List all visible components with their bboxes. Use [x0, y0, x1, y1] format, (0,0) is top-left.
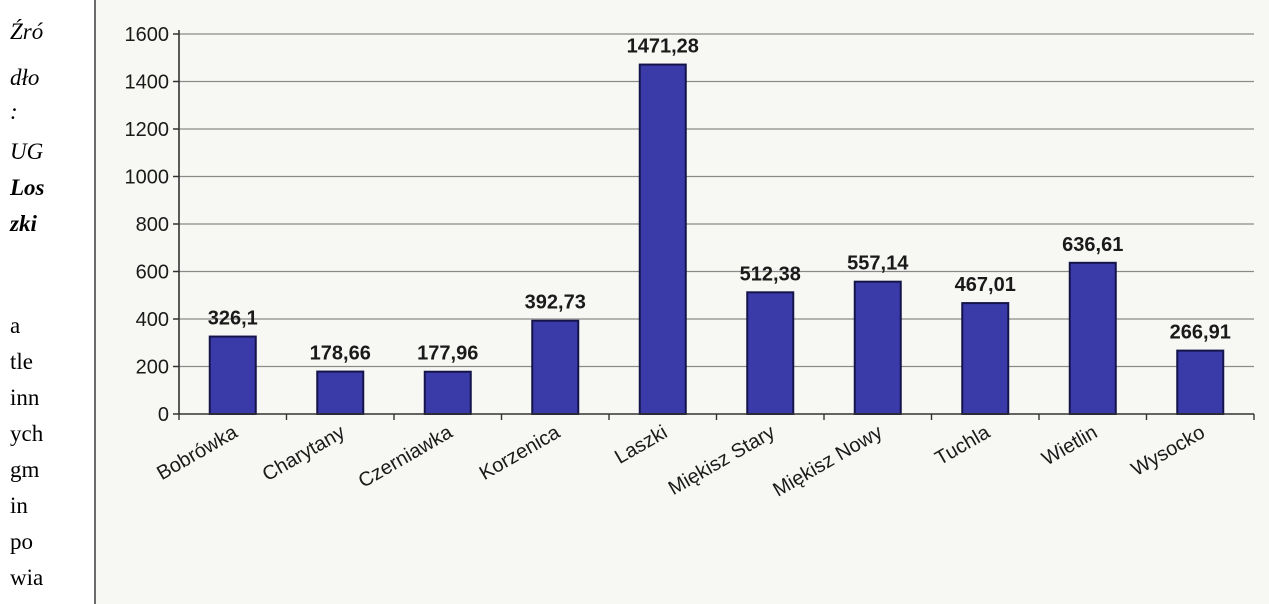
side-text-line: tle [10, 349, 33, 374]
data-label: 512,38 [740, 263, 801, 285]
bar [638, 63, 687, 415]
category-label: Laszki [611, 421, 671, 468]
bar [1068, 261, 1117, 415]
category-label: Miękisz Nowy [769, 421, 886, 501]
bar [423, 370, 472, 415]
y-tick-label: 200 [136, 357, 169, 379]
bar [961, 302, 1010, 415]
chart-area: 0 200 400 600 800 1000 1200 1400 1600 326,1 Bobrów… [96, 0, 1269, 604]
column-divider [94, 0, 96, 604]
bar [208, 335, 257, 415]
bar [531, 319, 580, 415]
side-text-column: Źró dło : UG Los zki a tle inn ych gm in… [0, 0, 92, 604]
side-text-line: : [10, 99, 18, 124]
data-label: 177,96 [417, 343, 478, 365]
y-tick-label: 0 [158, 404, 169, 426]
y-tick-label: 600 [136, 262, 169, 284]
data-label: 326,1 [208, 308, 258, 330]
side-text-line: zki [10, 211, 37, 236]
category-label: Charytany [259, 421, 349, 486]
side-text-line: a [10, 313, 21, 338]
data-label: 636,61 [1062, 234, 1123, 256]
data-label: 557,14 [847, 253, 909, 275]
bar [853, 280, 902, 416]
bar [1176, 349, 1225, 416]
category-label: Czerniawka [355, 421, 457, 493]
category-label: Bobrówka [153, 421, 242, 485]
side-text-line: wia [10, 565, 44, 590]
y-tick-label: 800 [136, 214, 169, 236]
axes [173, 30, 1255, 420]
data-label: 178,66 [310, 343, 371, 365]
bar [746, 291, 795, 415]
side-text-line: inn [10, 385, 40, 410]
category-label: Tuchla [931, 421, 994, 470]
data-label: 392,73 [525, 292, 586, 314]
side-text-line: gm [10, 457, 40, 482]
bar [316, 370, 365, 415]
y-tick-label: 1600 [125, 24, 170, 46]
y-tick-label: 1200 [125, 119, 170, 141]
data-label: 1471,28 [627, 36, 699, 58]
category-label: Korzenica [476, 421, 565, 485]
side-text-line: po [10, 529, 33, 554]
y-tick-label: 1400 [125, 72, 170, 94]
side-text-line: ych [10, 421, 44, 446]
side-text-line: Los [10, 175, 45, 200]
data-label: 467,01 [955, 274, 1016, 296]
y-tick-label: 400 [136, 309, 169, 331]
side-text-line: UG [10, 139, 44, 164]
category-label: Miękisz Stary [665, 421, 779, 500]
y-tick-label: 1000 [125, 167, 170, 189]
side-text-line: dło [10, 65, 40, 90]
category-label: Wysocko [1128, 421, 1209, 481]
side-text-line: in [10, 493, 28, 518]
data-label: 266,91 [1170, 322, 1231, 344]
bar-chart: 0 200 400 600 800 1000 1200 1400 1600 326,1 Bobrów… [125, 24, 1255, 501]
side-text-line: Źró [10, 19, 44, 44]
category-label: Wietlin [1038, 421, 1101, 470]
